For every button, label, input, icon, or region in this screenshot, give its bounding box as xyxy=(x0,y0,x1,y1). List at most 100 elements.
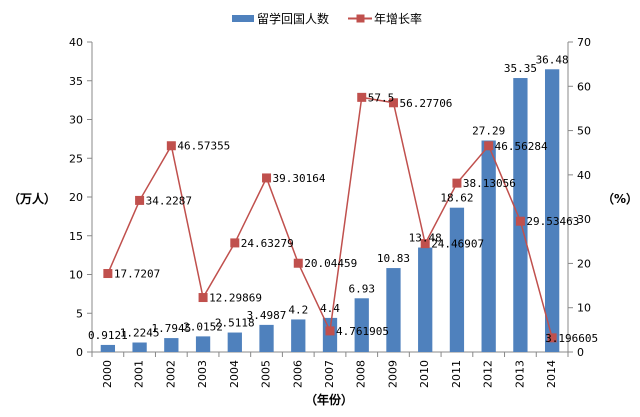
y-axis-title: （万人） xyxy=(8,191,56,206)
line-data-label: 17.7207 xyxy=(114,268,160,281)
line-data-label: 34.2287 xyxy=(146,194,192,207)
bar-series xyxy=(100,69,560,352)
x-axis-title: （年份） xyxy=(305,392,353,407)
bar xyxy=(259,324,274,352)
bar xyxy=(386,268,401,352)
x-tick-label: 2009 xyxy=(386,360,399,388)
line-marker xyxy=(547,333,557,343)
line-marker xyxy=(198,293,208,303)
line-marker xyxy=(452,178,462,188)
x-tick-label: 2011 xyxy=(450,360,463,388)
bar-data-label: 6.93 xyxy=(348,282,375,295)
line-marker xyxy=(135,195,145,205)
line-marker xyxy=(262,173,272,183)
x-tick-label: 2014 xyxy=(545,360,558,388)
y2-tick-label: 10 xyxy=(577,302,591,315)
legend-swatch-marker xyxy=(356,14,365,23)
y-tick-label: 10 xyxy=(69,269,83,282)
y-tick-label: 0 xyxy=(76,346,83,359)
bar-data-label: 1.2245 xyxy=(120,327,160,340)
bar xyxy=(291,319,306,352)
bar-data-label: 3.4987 xyxy=(247,309,287,322)
line-data-label: 4.761905 xyxy=(336,325,389,338)
legend-swatch-bar xyxy=(232,15,254,22)
y2-tick-label: 30 xyxy=(577,213,591,226)
y-tick-label: 40 xyxy=(69,36,83,49)
line-data-label: 3.196605 xyxy=(545,332,598,345)
y2-axis-title: （%） xyxy=(602,191,638,206)
bar-data-label: 2.5118 xyxy=(215,317,255,330)
bar xyxy=(481,140,496,352)
x-axis: 2000 2001 2002 2003 2004 2005 2006 2007 2008 2009… xyxy=(91,351,569,388)
bar xyxy=(195,336,211,352)
x-tick-label: 2005 xyxy=(260,360,273,388)
line-marker xyxy=(388,98,398,108)
bar-data-label: 0.9121 xyxy=(88,329,128,342)
bar xyxy=(100,344,116,352)
line-data-label: 24.63279 xyxy=(241,237,294,250)
bar-data-label: 18.62 xyxy=(440,192,473,205)
bar xyxy=(418,247,433,352)
bar-data-label: 1.7945 xyxy=(151,322,191,335)
y2-tick-label: 60 xyxy=(577,80,591,93)
line-data-labels: 17.7207 34.2287 46.57355 12.29869 24.63279 39… xyxy=(114,91,598,344)
x-tick-label: 2004 xyxy=(228,360,241,388)
line-marker xyxy=(515,216,525,226)
bar xyxy=(164,338,179,352)
x-tick-label: 2002 xyxy=(164,360,177,388)
x-tick-label: 2010 xyxy=(418,360,431,388)
line-marker xyxy=(230,238,240,248)
y2-axis: 0 10 20 30 40 50 60 70 xyxy=(567,36,591,359)
x-tick-label: 2007 xyxy=(323,360,336,388)
x-tick-label: 2003 xyxy=(196,360,209,388)
bar-data-label: 4.4 xyxy=(320,302,340,315)
bar xyxy=(449,207,465,352)
legend-label-line: 年增长率 xyxy=(374,11,422,26)
y2-tick-label: 0 xyxy=(577,346,584,359)
y-axis: 0 5 10 15 20 25 30 35 40 xyxy=(69,36,93,359)
bar xyxy=(513,78,528,352)
line-data-label: 56.27706 xyxy=(399,97,452,110)
bar-data-label: 13.48 xyxy=(409,232,442,245)
line-marker xyxy=(293,258,303,268)
line-marker xyxy=(420,239,430,249)
bar xyxy=(227,332,242,352)
bar-data-label: 35.35 xyxy=(504,62,537,75)
line-marker xyxy=(103,269,113,279)
y-tick-label: 20 xyxy=(69,191,83,204)
line-marker xyxy=(166,141,176,151)
line-data-label: 57.5 xyxy=(368,91,395,104)
bar xyxy=(354,298,369,352)
y-tick-label: 15 xyxy=(69,230,83,243)
y2-tick-label: 70 xyxy=(577,36,591,49)
line-series xyxy=(103,92,557,343)
line-marker xyxy=(357,92,367,102)
bar-data-label: 36.48 xyxy=(536,53,569,66)
line-data-label: 29.53463 xyxy=(526,215,579,228)
x-tick-label: 2012 xyxy=(482,360,495,388)
bar-data-label: 10.83 xyxy=(377,252,410,265)
x-tick-label: 2008 xyxy=(355,360,368,388)
bar-data-label: 4.2 xyxy=(288,303,308,316)
line-data-label: 46.57355 xyxy=(177,140,230,153)
x-tick-label: 2001 xyxy=(133,360,146,388)
line-data-label: 46.56284 xyxy=(495,140,548,153)
line-data-label: 39.30164 xyxy=(273,172,326,185)
bar-data-label: 27.29 xyxy=(472,125,505,138)
bar xyxy=(544,69,560,352)
legend-label-bar: 留学回国人数 xyxy=(257,11,329,26)
x-tick-label: 2013 xyxy=(513,360,526,388)
bar xyxy=(132,342,147,352)
line-data-label: 20.04459 xyxy=(304,257,357,270)
y-tick-label: 25 xyxy=(69,152,83,165)
x-tick-label: 2006 xyxy=(291,360,304,388)
line-data-label: 12.29869 xyxy=(209,292,262,305)
bar-data-label: 2.0152 xyxy=(183,320,223,333)
x-tick-label: 2000 xyxy=(101,360,114,388)
line-marker xyxy=(325,326,335,336)
y2-tick-label: 40 xyxy=(577,169,591,182)
line-data-label: 24.46907 xyxy=(431,238,484,251)
